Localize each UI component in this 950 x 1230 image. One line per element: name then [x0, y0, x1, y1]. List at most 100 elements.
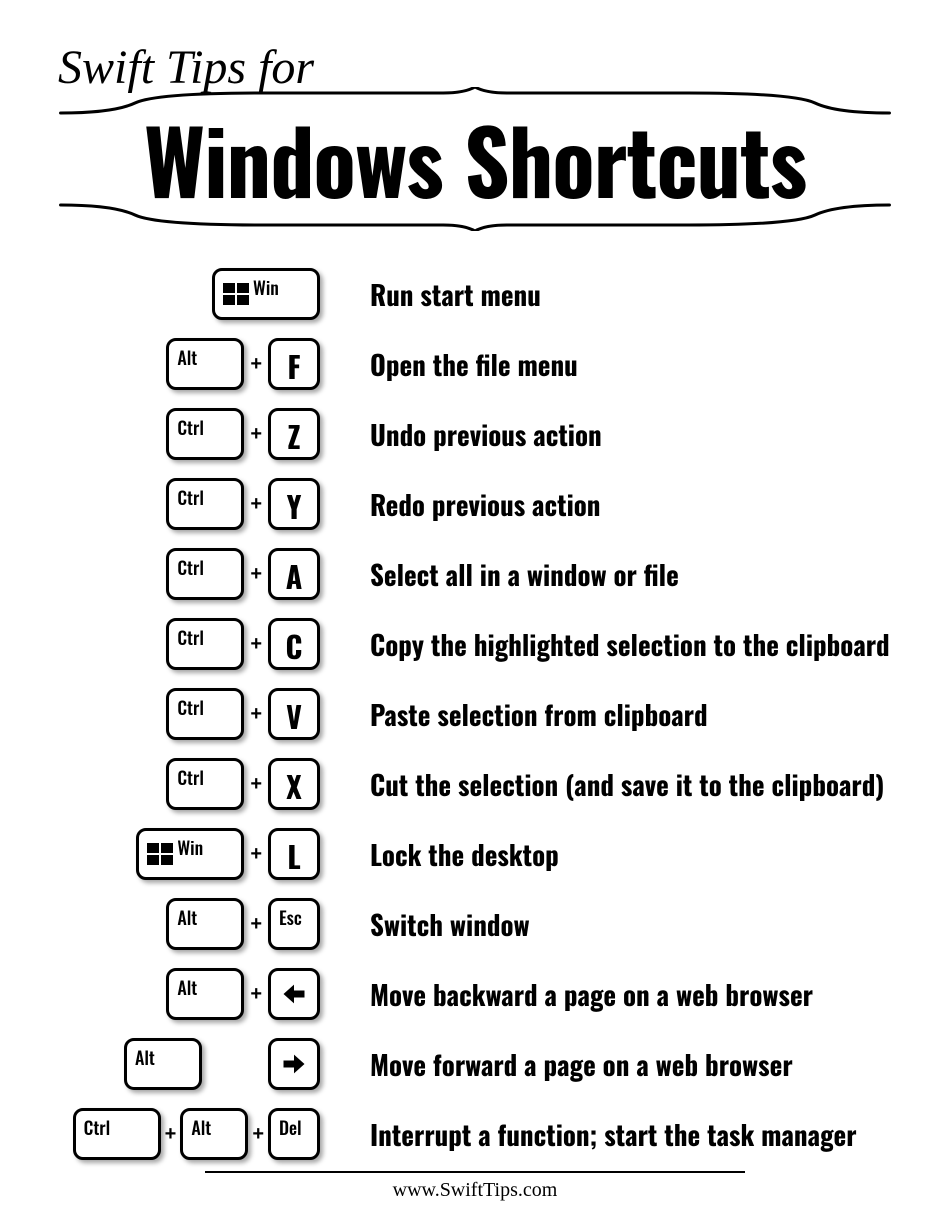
key-combo: Ctrl + X	[50, 758, 320, 810]
key-letter: A	[268, 548, 320, 600]
key-combo: Ctrl + C	[50, 618, 320, 670]
key-label: Ctrl	[177, 555, 204, 581]
shortcut-row: Win Run start menu	[50, 261, 900, 327]
shortcut-desc: Interrupt a function; start the task man…	[370, 1114, 857, 1154]
key-combo: Alt + Esc	[50, 898, 320, 950]
plus-separator: +	[248, 843, 264, 866]
key-label: Alt	[135, 1045, 155, 1071]
header: Swift Tips for Windows Shortcuts	[50, 40, 900, 231]
shortcut-desc: Paste selection from clipboard	[370, 694, 708, 734]
windows-icon	[223, 283, 249, 305]
key-label: Alt	[177, 345, 197, 371]
main-title-wrap: Windows Shortcuts	[50, 87, 900, 231]
key-letter: C	[268, 618, 320, 670]
key-letter: Y	[268, 478, 320, 530]
plus-separator: +	[248, 353, 264, 376]
shortcut-row: Ctrl + Alt + Del Interrupt a function; s…	[50, 1101, 900, 1167]
key-label: Ctrl	[177, 625, 204, 651]
shortcut-row: Ctrl + V Paste selection from clipboard	[50, 681, 900, 747]
key-combo: Ctrl + Z	[50, 408, 320, 460]
key-arrow-left	[268, 968, 320, 1020]
key-combo: Alt	[50, 1038, 320, 1090]
key-combo: Win	[50, 268, 320, 320]
shortcut-desc: Select all in a window or file	[370, 554, 679, 594]
key-label: Alt	[177, 975, 197, 1001]
shortcut-row: Alt + Move backward a page on a web brow…	[50, 961, 900, 1027]
plus-separator: +	[248, 493, 264, 516]
shortcut-row: Alt + Esc Switch window	[50, 891, 900, 957]
key-ctrl: Ctrl	[166, 688, 244, 740]
plus-separator: +	[248, 633, 264, 656]
plus-separator: +	[248, 563, 264, 586]
key-label: L	[287, 833, 300, 878]
shortcut-desc: Move forward a page on a web browser	[370, 1044, 793, 1084]
key-label: Del	[279, 1115, 302, 1141]
footer-rule	[205, 1171, 745, 1173]
shortcut-row: Alt + F Open the file menu	[50, 331, 900, 397]
key-label: Win	[177, 835, 203, 861]
key-combo: Ctrl + Alt + Del	[50, 1108, 320, 1160]
key-label: Alt	[177, 905, 197, 931]
key-letter: Z	[268, 408, 320, 460]
shortcut-desc: Cut the selection (and save it to the cl…	[370, 764, 884, 804]
key-alt: Alt	[166, 338, 244, 390]
arrow-right-icon	[280, 1050, 308, 1078]
key-label: Z	[288, 413, 301, 458]
shortcut-row: Ctrl + X Cut the selection (and save it …	[50, 751, 900, 817]
key-combo: Ctrl + V	[50, 688, 320, 740]
key-del: Del	[268, 1108, 320, 1160]
key-arrow-right	[268, 1038, 320, 1090]
key-alt: Alt	[180, 1108, 248, 1160]
shortcut-desc: Switch window	[370, 904, 530, 944]
shortcut-row: Ctrl + C Copy the highlighted selection …	[50, 611, 900, 677]
arrow-left-icon	[280, 980, 308, 1008]
key-label: Ctrl	[177, 415, 204, 441]
shortcut-desc: Copy the highlighted selection to the cl…	[370, 624, 890, 664]
key-ctrl: Ctrl	[73, 1108, 161, 1160]
shortcut-row: Alt Move forward a page on a web browser	[50, 1031, 900, 1097]
footer: www.SwiftTips.com	[0, 1171, 950, 1202]
plus-separator: +	[163, 1123, 179, 1146]
key-ctrl: Ctrl	[166, 618, 244, 670]
plus-separator: +	[250, 1123, 266, 1146]
shortcut-row: Ctrl + Z Undo previous action	[50, 401, 900, 467]
key-combo: Win + L	[50, 828, 320, 880]
key-esc: Esc	[268, 898, 320, 950]
key-combo: Alt +	[50, 968, 320, 1020]
shortcut-desc: Open the file menu	[370, 344, 578, 384]
key-ctrl: Ctrl	[166, 758, 244, 810]
shortcut-list: Win Run start menu Alt + F Open the file…	[50, 261, 900, 1167]
key-combo: Ctrl + A	[50, 548, 320, 600]
key-label: Y	[287, 483, 302, 528]
key-label: F	[287, 343, 300, 388]
key-label: Ctrl	[177, 695, 204, 721]
shortcut-row: Ctrl + Y Redo previous action	[50, 471, 900, 537]
plus-separator: +	[248, 913, 264, 936]
key-letter: V	[268, 688, 320, 740]
shortcut-row: Win + L Lock the desktop	[50, 821, 900, 887]
key-win: Win	[212, 268, 320, 320]
plus-separator: +	[248, 983, 264, 1006]
key-label: Ctrl	[177, 765, 204, 791]
shortcut-desc: Run start menu	[370, 274, 541, 314]
key-ctrl: Ctrl	[166, 408, 244, 460]
key-alt: Alt	[124, 1038, 202, 1090]
shortcut-desc: Redo previous action	[370, 484, 600, 524]
main-title: Windows Shortcuts	[50, 115, 900, 203]
key-ctrl: Ctrl	[166, 478, 244, 530]
key-label: Ctrl	[177, 485, 204, 511]
key-combo: Alt + F	[50, 338, 320, 390]
key-ctrl: Ctrl	[166, 548, 244, 600]
key-label: X	[286, 763, 301, 808]
key-alt: Alt	[166, 898, 244, 950]
key-letter: X	[268, 758, 320, 810]
shortcut-desc: Move backward a page on a web browser	[370, 974, 813, 1014]
key-label: Alt	[191, 1115, 211, 1141]
windows-icon	[147, 843, 173, 865]
shortcut-desc: Undo previous action	[370, 414, 602, 454]
plus-separator: +	[248, 773, 264, 796]
key-label: Esc	[279, 905, 302, 931]
key-combo: Ctrl + Y	[50, 478, 320, 530]
footer-url: www.SwiftTips.com	[0, 1179, 950, 1202]
key-label: Win	[253, 275, 279, 301]
